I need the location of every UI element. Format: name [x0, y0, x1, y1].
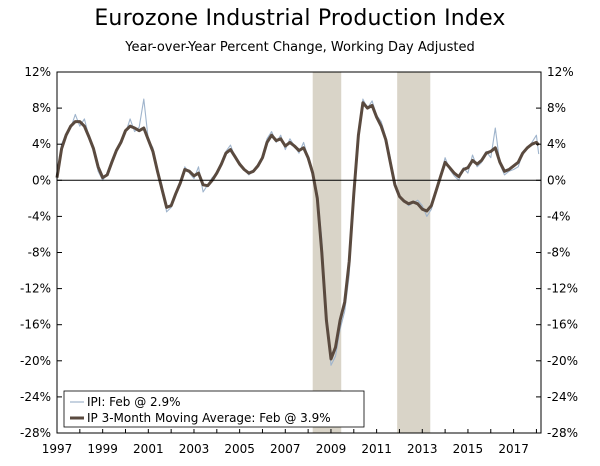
x-tick-label: 2009 [316, 442, 347, 456]
y-tick-label-left: 12% [24, 65, 51, 79]
y-tick-label-right: 4% [547, 137, 566, 151]
y-tick-label-left: -24% [20, 390, 51, 404]
x-tick-label: 2003 [179, 442, 210, 456]
y-tick-label-left: -20% [20, 354, 51, 368]
y-tick-label-right: -24% [547, 390, 578, 404]
x-tick-label: 2013 [407, 442, 438, 456]
y-tick-label-right: 0% [547, 173, 566, 187]
x-tick-label: 1997 [42, 442, 73, 456]
y-tick-label-right: -12% [547, 282, 578, 296]
y-tick-label-left: 8% [32, 101, 51, 115]
legend-label-ip-3mma: IP 3-Month Moving Average: Feb @ 3.9% [87, 411, 331, 425]
x-tick-label: 2005 [224, 442, 255, 456]
x-tick-label: 2007 [270, 442, 301, 456]
y-tick-label-right: -20% [547, 354, 578, 368]
chart-subtitle: Year-over-Year Percent Change, Working D… [125, 40, 475, 55]
recession-band-1 [312, 72, 342, 433]
y-tick-label-left: -8% [28, 246, 51, 260]
y-tick-label-left: 4% [32, 137, 51, 151]
y-tick-label-left: 0% [32, 173, 51, 187]
y-tick-label-left: -4% [28, 209, 51, 223]
y-tick-label-right: -4% [547, 209, 570, 223]
y-tick-label-left: -28% [20, 426, 51, 440]
legend-label-ipi: IPI: Feb @ 2.9% [87, 395, 181, 409]
y-tick-label-right: -16% [547, 318, 578, 332]
y-tick-label-right: -28% [547, 426, 578, 440]
x-tick-label: 2017 [498, 442, 529, 456]
y-tick-label-left: -16% [20, 318, 51, 332]
legend-box [63, 390, 365, 428]
recession-band-2 [397, 72, 431, 433]
x-tick-label: 2011 [361, 442, 392, 456]
y-tick-label-left: -12% [20, 282, 51, 296]
y-tick-label-right: 12% [547, 65, 574, 79]
legend: IPI: Feb @ 2.9% IP 3-Month Moving Averag… [63, 390, 365, 428]
y-tick-label-right: -8% [547, 246, 570, 260]
y-tick-label-right: 8% [547, 101, 566, 115]
series-line-ip-3mma [55, 101, 540, 361]
series-line-ipi [56, 98, 540, 366]
x-tick-label: 2001 [133, 442, 164, 456]
chart-title: Eurozone Industrial Production Index [94, 6, 506, 31]
x-tick-label: 2015 [453, 442, 484, 456]
x-tick-label: 1999 [87, 442, 118, 456]
